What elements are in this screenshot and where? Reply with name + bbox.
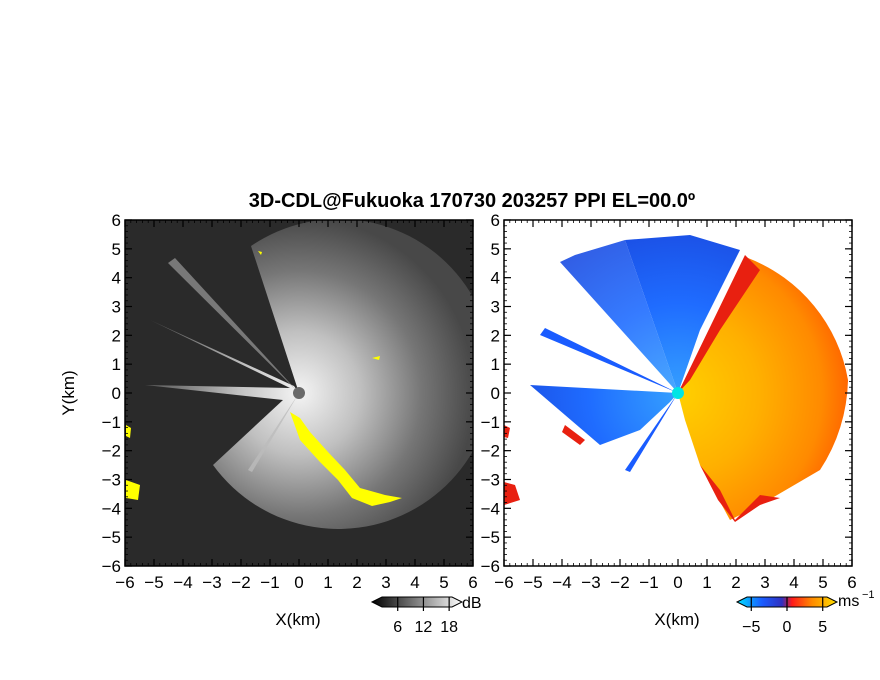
- velocity-xlabel: X(km): [654, 610, 699, 629]
- reflectivity-ticks: −6 −5 −4 −3 −2 −1 0 1 2 3 4 5 6 6 5 4 3 2 1 0 −1 −2 −3 −4 −5 −6: [102, 211, 478, 592]
- x-tick-label: 0: [673, 573, 682, 592]
- colorbar-tick-label: 6: [393, 619, 402, 636]
- y-tick-label: −4: [481, 499, 500, 518]
- chart-title: 3D-CDL@Fukuoka 170730 203257 PPI EL=00.0…: [249, 190, 695, 212]
- x-tick-label: 3: [760, 573, 769, 592]
- x-tick-label: 6: [847, 573, 856, 592]
- y-tick-label: −3: [481, 471, 500, 490]
- y-tick-label: 1: [491, 355, 500, 374]
- velocity-panel: −6 −5 −4 −3 −2 −1 0 1 2 3 4 5 6 6 5 4 3 2 1 0 −1 −2 −3 −4 −5 −6 X…: [481, 211, 875, 636]
- velocity-colorbar-ticks: −5 0 5: [742, 597, 827, 636]
- y-tick-label: −1: [102, 413, 121, 432]
- colorbar-tick-label: 5: [818, 619, 827, 636]
- x-tick-label: −2: [231, 573, 250, 592]
- x-tick-label: −3: [581, 573, 600, 592]
- x-tick-label: −1: [639, 573, 658, 592]
- y-tick-label: 0: [112, 384, 121, 403]
- y-tick-label: 2: [112, 326, 121, 345]
- x-tick-label: 4: [789, 573, 798, 592]
- velocity-ticks: −6 −5 −4 −3 −2 −1 0 1 2 3 4 5 6 6 5 4 3 2 1 0 −1 −2 −3 −4 −5 −6: [481, 211, 857, 592]
- x-tick-label: −1: [260, 573, 279, 592]
- velocity-colorbar: −5 0 5 ms −1: [735, 589, 875, 636]
- y-tick-label: 6: [112, 211, 121, 230]
- reflectivity-colorbar: 6 12 18 dB: [370, 595, 482, 636]
- y-tick-label: 1: [112, 355, 121, 374]
- y-tick-label: 4: [112, 269, 121, 288]
- y-tick-label: −5: [481, 528, 500, 547]
- y-tick-label: 5: [112, 240, 121, 259]
- x-tick-label: 5: [818, 573, 827, 592]
- colorbar-tick-label: −5: [742, 619, 760, 636]
- x-tick-label: 6: [468, 573, 477, 592]
- x-tick-label: 4: [410, 573, 419, 592]
- y-tick-label: 3: [112, 298, 121, 317]
- y-tick-label: 0: [491, 384, 500, 403]
- colorbar-tick-label: 18: [440, 619, 458, 636]
- velocity-colorbar-unit: ms: [838, 593, 859, 610]
- x-tick-label: −2: [610, 573, 629, 592]
- velocity-colorbar-unit-exponent: −1: [862, 589, 875, 601]
- x-tick-label: 5: [439, 573, 448, 592]
- reflectivity-colorbar-ticks: 6 12 18: [393, 597, 458, 636]
- y-tick-label: −4: [102, 499, 121, 518]
- x-tick-label: −6: [115, 573, 134, 592]
- x-tick-label: 0: [294, 573, 303, 592]
- x-tick-label: −5: [144, 573, 163, 592]
- colorbar-tick-label: 12: [415, 619, 433, 636]
- y-tick-label: −6: [102, 557, 121, 576]
- reflectivity-ylabel: Y(km): [59, 370, 78, 415]
- y-tick-label: −5: [102, 528, 121, 547]
- x-tick-label: 3: [381, 573, 390, 592]
- reflectivity-xlabel: X(km): [275, 610, 320, 629]
- x-tick-label: 2: [731, 573, 740, 592]
- y-tick-label: 3: [491, 298, 500, 317]
- reflectivity-colorbar-unit: dB: [462, 595, 482, 612]
- y-tick-label: 5: [491, 240, 500, 259]
- y-tick-label: −3: [102, 471, 121, 490]
- velocity-field: [504, 235, 848, 522]
- y-tick-label: −2: [102, 442, 121, 461]
- y-tick-label: −6: [481, 557, 500, 576]
- x-tick-label: −4: [173, 573, 192, 592]
- y-tick-label: 6: [491, 211, 500, 230]
- x-tick-label: −5: [523, 573, 542, 592]
- y-tick-label: −1: [481, 413, 500, 432]
- colorbar-tick-label: 0: [783, 619, 792, 636]
- reflectivity-field: [126, 220, 473, 529]
- x-tick-label: 1: [702, 573, 711, 592]
- y-tick-label: 2: [491, 326, 500, 345]
- y-tick-label: 4: [491, 269, 500, 288]
- x-tick-label: −4: [552, 573, 571, 592]
- x-tick-label: −3: [202, 573, 221, 592]
- x-tick-label: −6: [494, 573, 513, 592]
- x-tick-label: 1: [323, 573, 332, 592]
- y-tick-label: −2: [481, 442, 500, 461]
- x-tick-label: 2: [352, 573, 361, 592]
